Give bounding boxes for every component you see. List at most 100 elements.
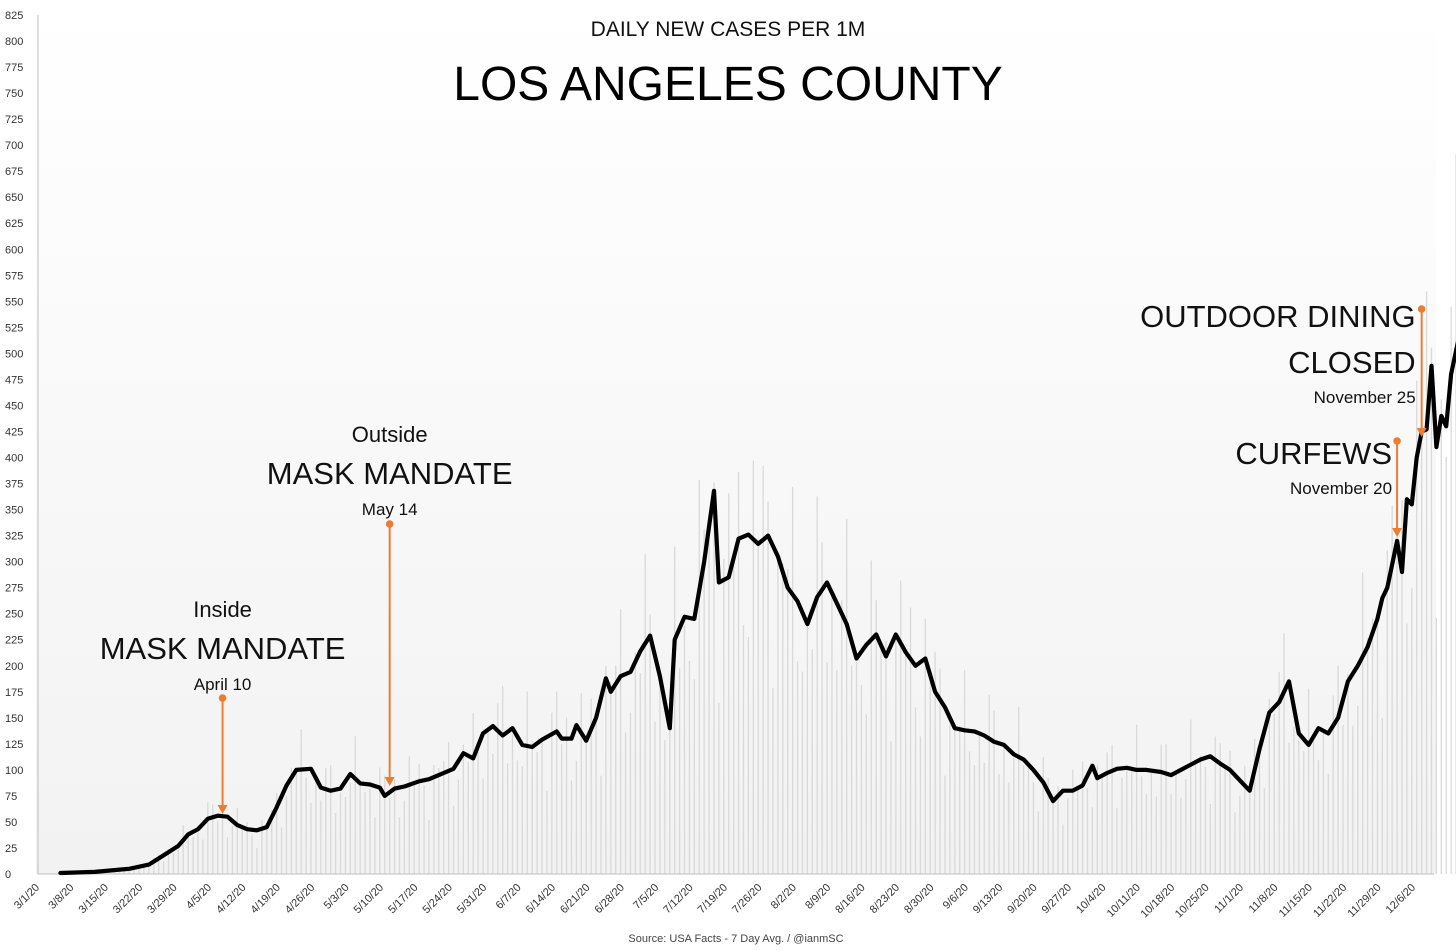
y-tick-label: 275 — [5, 583, 23, 595]
y-tick-label: 475 — [5, 374, 23, 386]
y-tick-label: 0 — [5, 869, 11, 881]
y-tick-label: 425 — [5, 426, 23, 438]
y-tick-label: 700 — [5, 140, 23, 152]
x-tick-label: 10/11/20 — [1105, 882, 1143, 920]
x-tick-label: 5/17/20 — [386, 882, 420, 916]
y-tick-label: 450 — [5, 400, 23, 412]
y-tick-label: 225 — [5, 635, 23, 647]
annotations: Inside MASK MANDATE April 10 Outside MASK MA… — [100, 299, 1427, 814]
x-tick-label: 4/12/20 — [214, 882, 248, 916]
y-tick-label: 150 — [5, 713, 23, 725]
x-tick-label: 6/21/20 — [558, 882, 592, 916]
x-tick-label: 9/6/20 — [941, 882, 971, 912]
y-tick-label: 175 — [5, 687, 23, 699]
annotation-curfews-date: November 20 — [1290, 479, 1392, 498]
y-tick-label: 375 — [5, 479, 23, 491]
y-tick-label: 750 — [5, 88, 23, 100]
annotation-dining-date: November 25 — [1314, 388, 1416, 407]
x-tick-label: 3/8/20 — [46, 882, 76, 912]
x-tick-label: 3/15/20 — [76, 882, 110, 916]
y-tick-label: 125 — [5, 739, 23, 751]
y-tick-label: 25 — [5, 843, 17, 855]
chart-title: LOS ANGELES COUNTY — [453, 58, 1003, 111]
x-tick-label: 10/18/20 — [1139, 882, 1178, 921]
y-tick-label: 400 — [5, 453, 23, 465]
annotation-inside-date: April 10 — [194, 675, 252, 694]
x-tick-label: 10/4/20 — [1074, 882, 1108, 916]
chart-source: Source: USA Facts - 7 Day Avg. / @ianmSC — [628, 933, 843, 945]
x-tick-label: 5/24/20 — [420, 882, 454, 916]
y-tick-label: 350 — [5, 505, 23, 517]
daily-bars — [59, 154, 1456, 874]
x-tick-label: 3/29/20 — [145, 882, 179, 916]
chart-subtitle: DAILY NEW CASES PER 1M — [591, 18, 866, 41]
x-tick-label: 7/19/20 — [696, 882, 730, 916]
y-axis: 0 25 50 75 100 125 150 175 200 225 250 275 300 325 350… — [5, 10, 39, 881]
x-tick-label: 8/16/20 — [833, 882, 867, 916]
series-line-layer — [58, 340, 1456, 876]
y-tick-label: 600 — [5, 244, 23, 256]
x-tick-label: 6/14/20 — [524, 882, 558, 916]
x-tick-label: 11/15/20 — [1277, 882, 1315, 920]
x-tick-label: 11/1/20 — [1212, 882, 1246, 916]
x-tick-label: 12/6/20 — [1384, 882, 1418, 916]
x-tick-label: 11/8/20 — [1247, 882, 1281, 916]
x-tick-label: 9/13/20 — [971, 882, 1005, 916]
y-tick-label: 100 — [5, 765, 23, 777]
x-tick-label: 9/20/20 — [1005, 882, 1039, 916]
x-tick-label: 4/19/20 — [248, 882, 282, 916]
y-tick-label: 650 — [5, 192, 23, 204]
x-tick-label: 7/12/20 — [661, 882, 695, 916]
annotation-curfews-title: CURFEWS — [1235, 436, 1392, 471]
plot-background — [36, 12, 1436, 874]
x-tick-label: 7/5/20 — [631, 882, 661, 912]
y-tick-label: 500 — [5, 348, 23, 360]
y-tick-label: 550 — [5, 296, 23, 308]
x-tick-label: 6/28/20 — [592, 882, 626, 916]
y-tick-label: 625 — [5, 218, 23, 230]
y-tick-label: 575 — [5, 270, 23, 282]
x-tick-label: 5/3/20 — [322, 882, 352, 912]
x-tick-label: 8/23/20 — [868, 882, 902, 916]
y-tick-label: 75 — [5, 791, 17, 803]
x-tick-label: 5/31/20 — [455, 882, 489, 916]
x-tick-label: 5/10/20 — [352, 882, 386, 916]
y-tick-label: 300 — [5, 557, 23, 569]
x-tick-label: 3/1/20 — [12, 882, 42, 912]
x-tick-label: 8/2/20 — [769, 882, 799, 912]
x-tick-label: 3/22/20 — [111, 882, 145, 916]
y-tick-label: 50 — [5, 817, 17, 829]
y-tick-label: 725 — [5, 114, 23, 126]
annotation-inside-arrow-arrowhead — [217, 805, 228, 814]
x-tick-label: 8/9/20 — [803, 882, 833, 912]
y-tick-label: 250 — [5, 609, 23, 621]
annotation-dining-subtitle: CLOSED — [1288, 345, 1415, 380]
annotation-outside-title: MASK MANDATE — [267, 456, 513, 491]
x-tick-label: 10/25/20 — [1173, 882, 1212, 921]
annotation-outside-label: Outside — [352, 422, 428, 447]
x-tick-label: 6/7/20 — [494, 882, 524, 912]
y-tick-label: 200 — [5, 661, 23, 673]
y-tick-label: 525 — [5, 322, 23, 334]
y-tick-label: 775 — [5, 62, 23, 74]
annotation-dining-arrow-arrowhead — [1416, 428, 1427, 437]
y-tick-label: 675 — [5, 166, 23, 178]
annotation-inside-label: Inside — [193, 597, 252, 622]
series-line — [58, 340, 1456, 876]
y-tick-label: 325 — [5, 531, 23, 543]
annotation-inside-title: MASK MANDATE — [100, 631, 346, 666]
x-tick-label: 9/27/20 — [1040, 882, 1074, 916]
x-axis: 3/1/20 3/8/20 3/15/20 3/22/20 3/29/20 4/5/20 4… — [12, 873, 1434, 921]
x-tick-label: 8/30/20 — [902, 882, 936, 916]
x-tick-label: 4/26/20 — [283, 882, 317, 916]
x-tick-label: 11/29/20 — [1346, 882, 1384, 920]
y-tick-label: 825 — [5, 10, 23, 22]
annotation-outside-date: May 14 — [362, 500, 418, 519]
x-tick-label: 11/22/20 — [1311, 882, 1349, 920]
x-tick-label: 4/5/20 — [184, 882, 214, 912]
annotation-curfews-arrow-arrowhead — [1392, 528, 1403, 537]
annotation-outside-arrow-arrowhead — [384, 777, 395, 786]
annotation-dining-title: OUTDOOR DINING — [1140, 299, 1416, 334]
